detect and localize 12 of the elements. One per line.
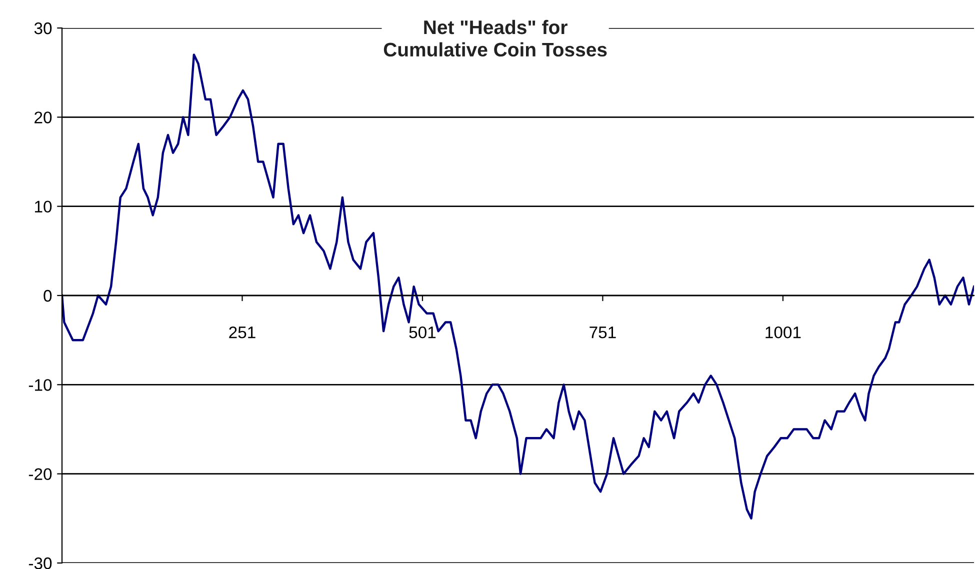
y-tick-label: 0 (44, 290, 52, 302)
y-tick-label: -20 (28, 468, 52, 480)
x-tick-label: 501 (409, 326, 436, 338)
x-tick-label: 1001 (766, 326, 801, 338)
y-tick-label: -10 (28, 379, 52, 391)
x-tick-label: 751 (590, 326, 616, 338)
y-tick-label: 20 (34, 112, 52, 124)
chart-title: Net "Heads" for Cumulative Coin Tosses (384, 20, 607, 57)
y-tick-label: 30 (34, 22, 52, 34)
y-tick-label: -30 (28, 557, 52, 569)
x-tick-label: 251 (229, 326, 256, 338)
y-tick-label: 10 (35, 200, 52, 213)
